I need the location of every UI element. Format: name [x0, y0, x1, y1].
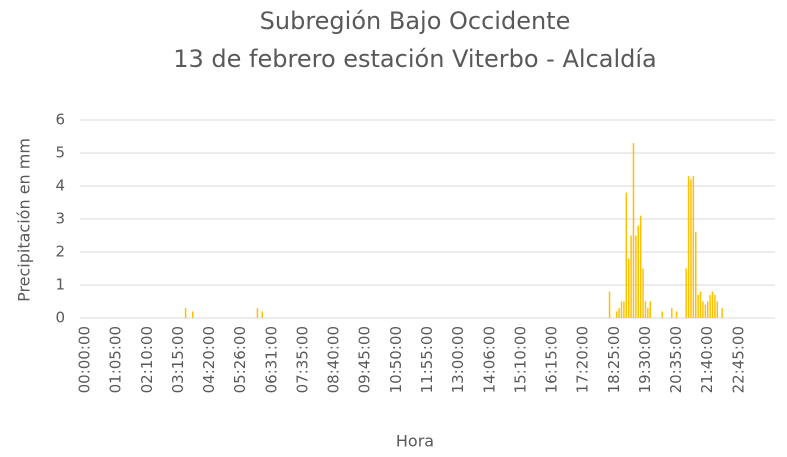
x-tick-label: 06:31:00	[262, 326, 280, 393]
bar	[671, 308, 673, 318]
chart-subtitle: 13 de febrero estación Viterbo - Alcaldí…	[173, 45, 656, 73]
bar	[695, 232, 697, 318]
x-tick-label: 16:15:00	[543, 326, 561, 393]
bar	[647, 308, 649, 318]
bar	[702, 301, 704, 318]
y-axis-title: Precipitación en mm	[15, 138, 34, 302]
y-tick-label: 3	[55, 210, 65, 228]
x-tick-label: 08:40:00	[325, 326, 343, 393]
bar	[184, 308, 187, 318]
bar	[692, 176, 695, 318]
bar	[644, 301, 647, 318]
x-tick-label: 15:10:00	[511, 326, 529, 393]
bar	[261, 311, 263, 318]
x-tick-label: 07:35:00	[293, 326, 311, 393]
x-tick-label: 18:25:00	[605, 326, 623, 393]
x-tick-label: 11:55:00	[418, 326, 436, 393]
bar	[642, 268, 644, 318]
y-tick-label: 2	[55, 243, 65, 261]
bar	[635, 235, 637, 318]
bar	[630, 235, 632, 318]
x-tick-label: 17:20:00	[574, 326, 592, 393]
bar	[697, 294, 699, 318]
x-tick-label: 01:05:00	[107, 326, 125, 393]
bar	[711, 291, 714, 318]
x-tick-label: 13:00:00	[449, 326, 467, 393]
bar	[709, 294, 711, 318]
bar	[623, 301, 625, 318]
bar	[620, 301, 623, 318]
x-tick-label: 22:45:00	[729, 326, 747, 393]
x-tick-label: 19:30:00	[636, 326, 654, 393]
bar	[699, 291, 702, 318]
y-tick-label: 1	[55, 276, 65, 294]
x-tick-label: 02:10:00	[138, 326, 156, 393]
bar	[615, 311, 618, 318]
bar	[625, 192, 628, 318]
x-tick-label: 05:26:00	[231, 326, 249, 393]
bar	[608, 291, 611, 318]
x-tick-label: 14:06:00	[480, 326, 498, 393]
bar	[639, 215, 642, 318]
bar	[690, 179, 692, 318]
x-tick-label: 21:40:00	[698, 326, 716, 393]
bar	[632, 143, 635, 318]
x-tick-label: 00:00:00	[76, 326, 94, 393]
bar	[706, 301, 709, 318]
x-tick-label: 04:20:00	[200, 326, 218, 393]
chart-title: Subregión Bajo Occidente	[260, 7, 571, 35]
x-tick-label: 10:50:00	[387, 326, 405, 393]
bar	[637, 225, 640, 318]
bar	[704, 304, 707, 318]
y-tick-label: 5	[55, 144, 65, 162]
bar	[618, 308, 620, 318]
y-tick-label: 6	[55, 111, 65, 129]
bar	[649, 301, 651, 318]
bar	[714, 294, 716, 318]
y-tick-label: 0	[55, 309, 65, 327]
bar	[675, 311, 678, 318]
y-tick-label: 4	[55, 177, 65, 195]
bar	[721, 308, 723, 318]
bar	[716, 301, 719, 318]
bar	[256, 308, 259, 318]
bar	[685, 268, 687, 318]
bar	[661, 311, 663, 318]
bar	[192, 311, 194, 318]
x-tick-label: 20:35:00	[667, 326, 685, 393]
x-tick-label: 03:15:00	[169, 326, 187, 393]
x-axis-title: Hora	[396, 432, 434, 451]
bar	[687, 176, 690, 318]
x-tick-label: 09:45:00	[356, 326, 374, 393]
bar	[627, 258, 630, 318]
